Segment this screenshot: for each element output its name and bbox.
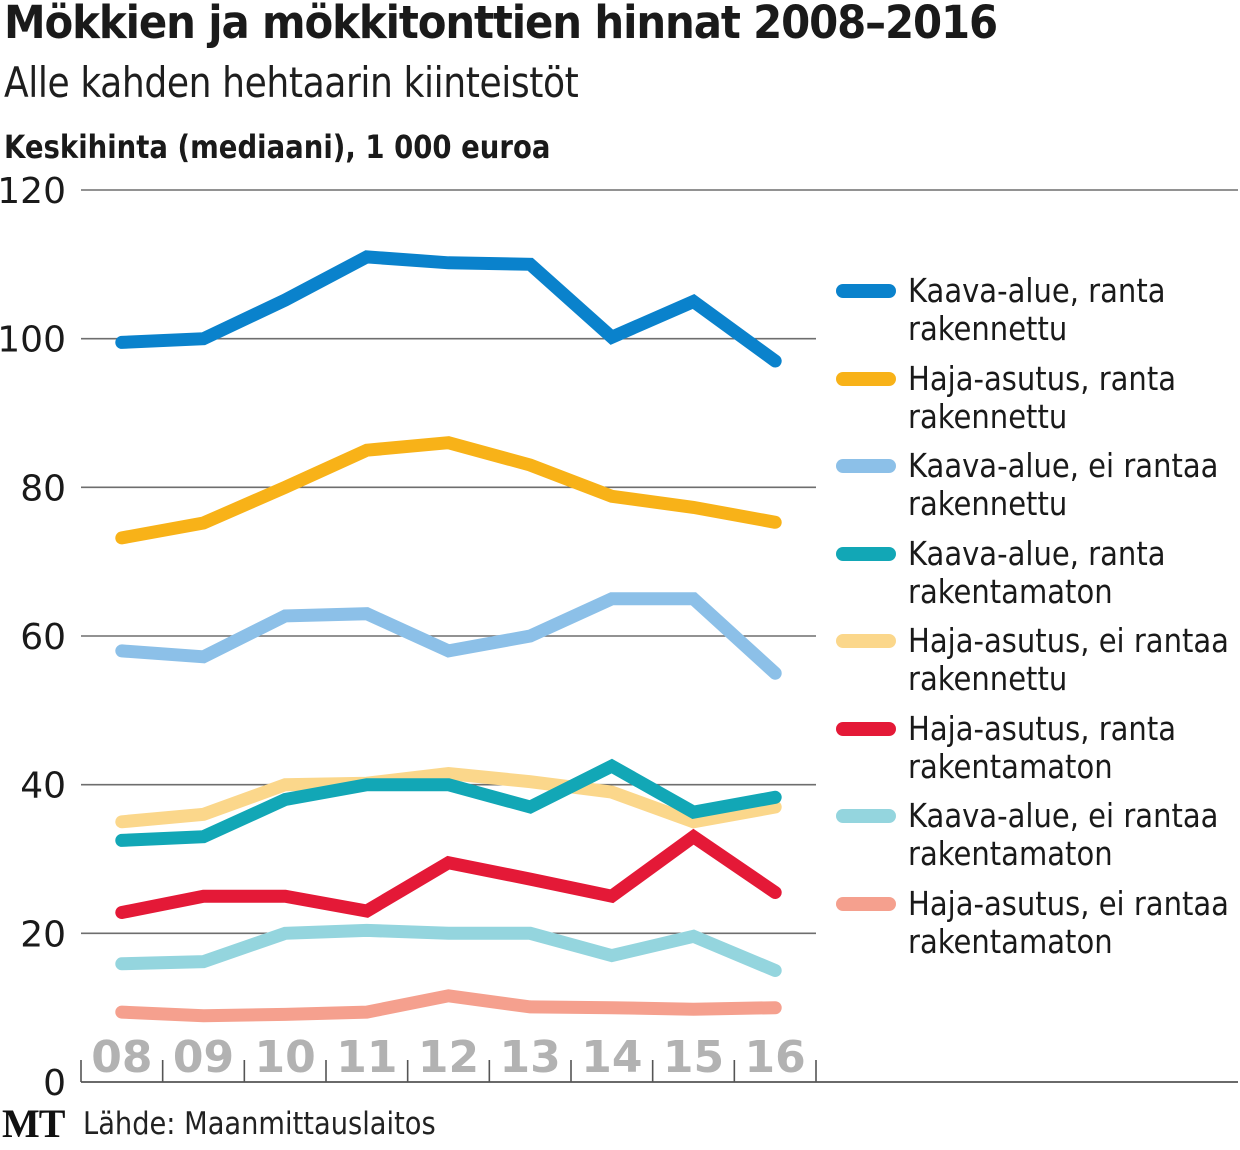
legend-label-line: rakennettu [908,396,1068,436]
x-axis: 08 09 10 11 12 13 14 15 16 [80,1032,1238,1083]
legend-label-line: rakentamaton [908,746,1113,786]
legend-label-line: rakentamaton [908,571,1113,611]
legend-label-line: rakennettu [908,484,1068,523]
legend-label: Haja-asutus, ranta rakennettu [908,358,1177,436]
series-line-1 [115,436,782,545]
legend-swatch [836,809,896,823]
legend-label-line: rakentamaton [908,921,1113,961]
x-tick-label: 12 [418,1032,479,1083]
footer: MT Lähde: Maanmittauslaitos [2,1100,484,1150]
legend-swatch [836,721,896,736]
legend-item: Haja-asutus, ei rantaa rakentamaton [836,883,1240,973]
series-lines [115,250,782,1023]
series-line-3 [115,758,782,847]
legend-swatch [836,546,896,561]
source-note: Lähde: Maanmittauslaitos [82,1105,436,1142]
y-tick-label: 60 [20,617,66,658]
y-tick-label: 20 [20,914,66,955]
series-line-7 [115,989,782,1023]
y-tick-label: 80 [20,468,66,509]
x-tick-label: 14 [581,1032,642,1083]
y-axis-ticks: 0 20 40 60 80 100 120 [0,171,66,1104]
legend-label-line: rakennettu [908,309,1068,348]
legend-label: Kaava-alue, ei rantaa rakentamaton [908,797,1218,873]
legend: Kaava-alue, ranta rakennettu Haja-asutus, … [836,272,1240,972]
y-tick-label: 100 [0,320,66,361]
legend-label: Haja-asutus, ranta rakentamaton [908,708,1177,786]
x-tick-label: 09 [173,1032,234,1083]
chart-subtitle: Alle kahden hehtaarin kiinteistöt [4,58,579,107]
legend-swatch [836,371,896,386]
x-tick-label: 08 [91,1032,152,1083]
series-line-2 [115,592,782,680]
legend-item: Kaava-alue, ei rantaa rakentamaton [836,797,1240,885]
legend-label-line: Haja-asutus, ei rantaa [908,883,1229,923]
legend-label-line: rakentamaton [908,834,1113,873]
x-tick-label: 11 [336,1032,397,1083]
legend-label-line: rakennettu [908,659,1068,698]
chart-title: Mökkien ja mökkitonttien hinnat 2008–201… [4,0,998,49]
x-tick-label: 10 [255,1032,316,1083]
legend-swatch [836,459,896,473]
legend-label-line: Kaava-alue, ei rantaa [908,446,1219,485]
legend-swatch [836,896,896,911]
legend-label-line: Haja-asutus, ei rantaa [908,621,1229,660]
legend-item: Kaava-alue, ranta rakentamaton [836,533,1240,623]
y-tick-label: 120 [0,171,66,212]
mt-logo: MT [2,1101,65,1146]
x-tick-label: 16 [745,1032,806,1083]
y-axis-unit-label: Keskihinta (mediaani), 1 000 euroa [4,128,551,166]
legend-label-line: Haja-asutus, ranta [908,358,1177,398]
legend-label: Kaava-alue, ei rantaa rakennettu [908,447,1218,523]
legend-swatch [836,284,896,298]
legend-label-line: Kaava-alue, ei rantaa [908,796,1219,835]
series-line-0 [115,250,782,368]
series-line-4 [115,766,782,829]
x-tick-label: 15 [663,1032,724,1083]
legend-label-line: Haja-asutus, ranta [908,708,1177,748]
legend-item: Haja-asutus, ei rantaa rakennettu [836,622,1240,710]
legend-item: Kaava-alue, ei rantaa rakennettu [836,447,1240,535]
legend-label: Haja-asutus, ei rantaa rakentamaton [908,883,1229,961]
legend-label-line: Kaava-alue, ranta [908,533,1166,573]
series-line-6 [115,923,782,977]
legend-label-line: Kaava-alue, ranta [908,271,1166,310]
legend-swatch [836,634,896,648]
legend-label: Haja-asutus, ei rantaa rakennettu [908,622,1229,698]
legend-item: Kaava-alue, ranta rakennettu [836,272,1240,360]
series-line-5 [115,828,782,919]
legend-label: Kaava-alue, ranta rakennettu [908,272,1166,348]
legend-item: Haja-asutus, ranta rakentamaton [836,708,1240,798]
legend-item: Haja-asutus, ranta rakennettu [836,358,1240,448]
legend-label: Kaava-alue, ranta rakentamaton [908,533,1166,611]
x-tick-label: 13 [500,1032,561,1083]
y-tick-label: 0 [43,1063,66,1104]
y-tick-label: 40 [20,766,66,807]
